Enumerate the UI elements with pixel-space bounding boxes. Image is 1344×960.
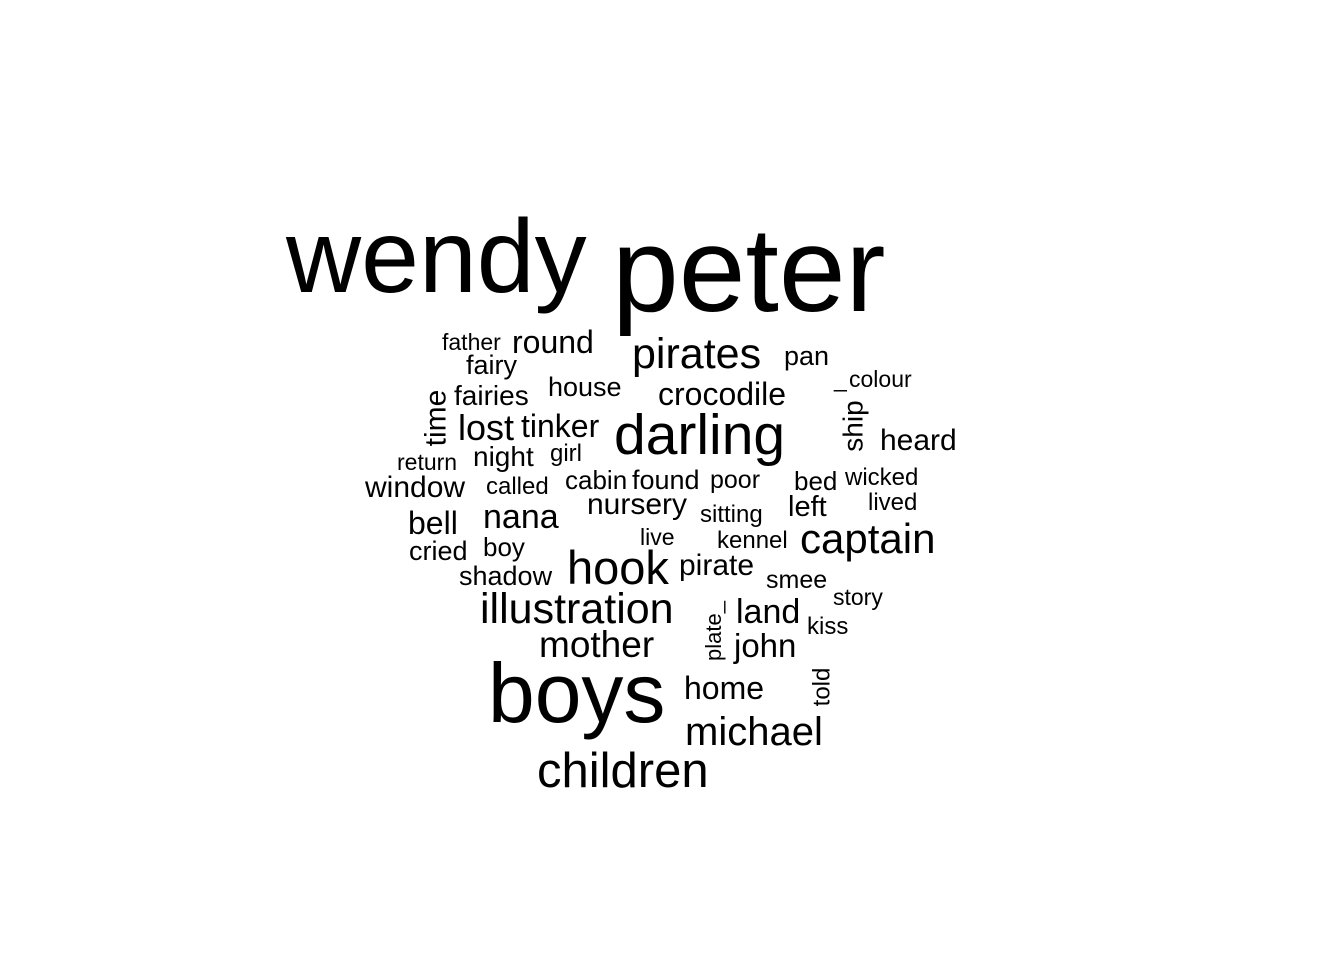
word-boy: boy (483, 532, 525, 562)
word-told: told (808, 667, 836, 707)
word-left: left (788, 491, 827, 523)
word-illustration: illustration (480, 585, 674, 633)
word-hook: hook (567, 541, 669, 594)
word-live: live (640, 524, 675, 550)
word-nursery: nursery (587, 488, 688, 521)
word-poor: poor (710, 466, 761, 494)
word-captain: captain (800, 515, 936, 562)
word-cried: cried (409, 536, 468, 566)
word-michael: michael (685, 710, 823, 754)
word-father: father (442, 329, 501, 355)
word-land: land (736, 593, 801, 631)
word-smee: smee (766, 566, 828, 594)
word-pirate: pirate (679, 549, 755, 582)
word-ship: ship (837, 400, 869, 452)
word-plate: plate_ (700, 601, 726, 661)
word-colour: colour (849, 366, 912, 392)
word-fairy: fairy (466, 350, 518, 380)
word-crocodile: crocodile (658, 376, 787, 412)
word-fairies: fairies (454, 380, 529, 411)
word-boys: boys (488, 646, 666, 740)
word-cabin: cabin (565, 465, 628, 495)
word-bell: bell (408, 505, 458, 541)
word-window: window (365, 471, 466, 504)
word-bed: bed (794, 466, 838, 496)
word-kennel: kennel (717, 527, 788, 554)
word-found: found (632, 465, 700, 495)
word-sitting: sitting (700, 501, 763, 528)
word-john: john (734, 627, 797, 664)
word-return: return (397, 449, 458, 475)
word-night: night (473, 441, 534, 472)
word-darling: darling (614, 403, 786, 467)
word-time: time (419, 389, 453, 447)
word-shadow: shadow (459, 561, 553, 591)
word-pirates: pirates (632, 330, 762, 378)
word-heard: heard (880, 424, 957, 457)
word-kiss: kiss (807, 613, 849, 640)
word-mother: mother (539, 624, 655, 665)
word-pan: pan (784, 341, 830, 371)
word-round: round (512, 324, 594, 360)
word-story: story (833, 584, 883, 610)
word-children: children (537, 744, 709, 798)
word-underscore: _ (834, 366, 847, 392)
word-peter: peter (612, 203, 886, 337)
word-called: called (486, 473, 549, 500)
word-nana: nana (483, 498, 559, 536)
word-house: house (548, 372, 622, 402)
word-wicked: wicked (845, 464, 919, 491)
word-tinker: tinker (521, 408, 600, 444)
word-lived: lived (868, 489, 918, 516)
word-home: home (684, 670, 765, 706)
word-lost: lost (458, 407, 515, 448)
word-wendy: wendy (286, 199, 587, 315)
word-girl: girl (550, 440, 583, 467)
